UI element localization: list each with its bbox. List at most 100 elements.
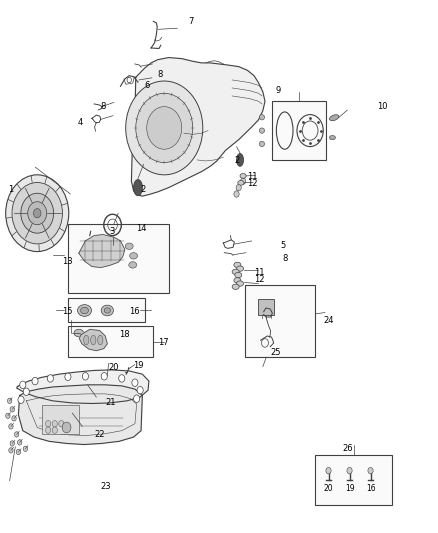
Ellipse shape [104,308,110,313]
Ellipse shape [84,335,89,345]
Text: 14: 14 [136,224,146,232]
Ellipse shape [235,272,242,278]
Polygon shape [79,329,107,351]
Ellipse shape [81,307,88,313]
Text: 8: 8 [158,70,163,79]
Text: 26: 26 [343,445,353,453]
Circle shape [9,448,13,453]
Circle shape [119,375,125,382]
Ellipse shape [101,305,113,316]
Text: 20: 20 [109,364,119,372]
Text: 25: 25 [271,349,281,357]
Circle shape [126,81,203,175]
Circle shape [33,208,41,218]
Circle shape [18,396,24,403]
Circle shape [347,467,352,474]
Ellipse shape [134,180,142,196]
Text: 22: 22 [94,430,105,439]
Circle shape [147,107,182,149]
Text: 3: 3 [109,227,114,236]
Text: 16: 16 [366,484,375,492]
Circle shape [23,446,28,451]
Text: 10: 10 [377,102,387,111]
Bar [68,298,145,322]
Ellipse shape [259,115,265,120]
Ellipse shape [130,253,138,259]
Text: 16: 16 [129,308,140,316]
Ellipse shape [91,335,96,345]
Circle shape [137,386,143,394]
Ellipse shape [78,304,92,316]
Ellipse shape [234,278,241,283]
Ellipse shape [129,262,137,268]
Ellipse shape [259,141,265,147]
Circle shape [23,388,29,395]
Ellipse shape [232,284,239,289]
Ellipse shape [237,266,244,271]
Text: 21: 21 [105,398,116,407]
Text: 9: 9 [276,86,281,95]
Text: 12: 12 [247,180,258,188]
Circle shape [10,441,14,446]
Text: 6: 6 [145,81,150,90]
Text: 13: 13 [62,257,73,265]
Circle shape [132,379,138,386]
Circle shape [101,373,107,380]
Circle shape [16,449,21,455]
Circle shape [136,93,193,163]
Text: 24: 24 [323,317,334,325]
Text: 12: 12 [254,276,265,284]
Text: 7: 7 [188,17,194,26]
Circle shape [59,421,64,427]
Text: 2: 2 [140,185,145,193]
Circle shape [28,201,47,225]
Text: 1: 1 [8,185,13,193]
Polygon shape [131,58,265,196]
Ellipse shape [74,329,84,337]
Ellipse shape [259,128,265,133]
Circle shape [82,373,88,380]
Circle shape [21,193,53,233]
Circle shape [6,413,10,418]
Circle shape [326,467,331,474]
Ellipse shape [329,135,336,140]
Text: 18: 18 [119,330,130,339]
Circle shape [52,421,57,427]
Bar [315,455,392,505]
Bar [245,285,315,357]
Bar [272,101,326,160]
Text: 17: 17 [158,338,168,346]
Ellipse shape [238,180,244,185]
Circle shape [134,395,140,402]
Text: 19: 19 [134,361,144,369]
Circle shape [20,381,26,389]
Ellipse shape [237,154,244,166]
Ellipse shape [237,281,244,286]
Text: 8: 8 [101,102,106,111]
Circle shape [47,375,53,382]
Circle shape [7,398,12,403]
Ellipse shape [125,243,133,249]
Circle shape [65,373,71,381]
Text: 15: 15 [62,308,73,316]
Circle shape [62,422,71,433]
Ellipse shape [329,115,339,120]
Ellipse shape [240,173,246,178]
Polygon shape [18,385,142,445]
Ellipse shape [232,269,239,274]
Text: 19: 19 [345,484,354,492]
Text: 4: 4 [78,118,83,127]
Ellipse shape [234,262,241,268]
Bar [42,405,79,434]
Text: 20: 20 [324,484,333,492]
Text: 2: 2 [234,157,240,165]
Polygon shape [17,370,149,403]
Circle shape [32,377,38,385]
Circle shape [368,467,373,474]
Bar [68,326,153,357]
Circle shape [46,427,51,433]
Circle shape [234,191,239,197]
Circle shape [240,178,246,184]
Circle shape [10,407,14,412]
Text: 11: 11 [247,173,258,181]
